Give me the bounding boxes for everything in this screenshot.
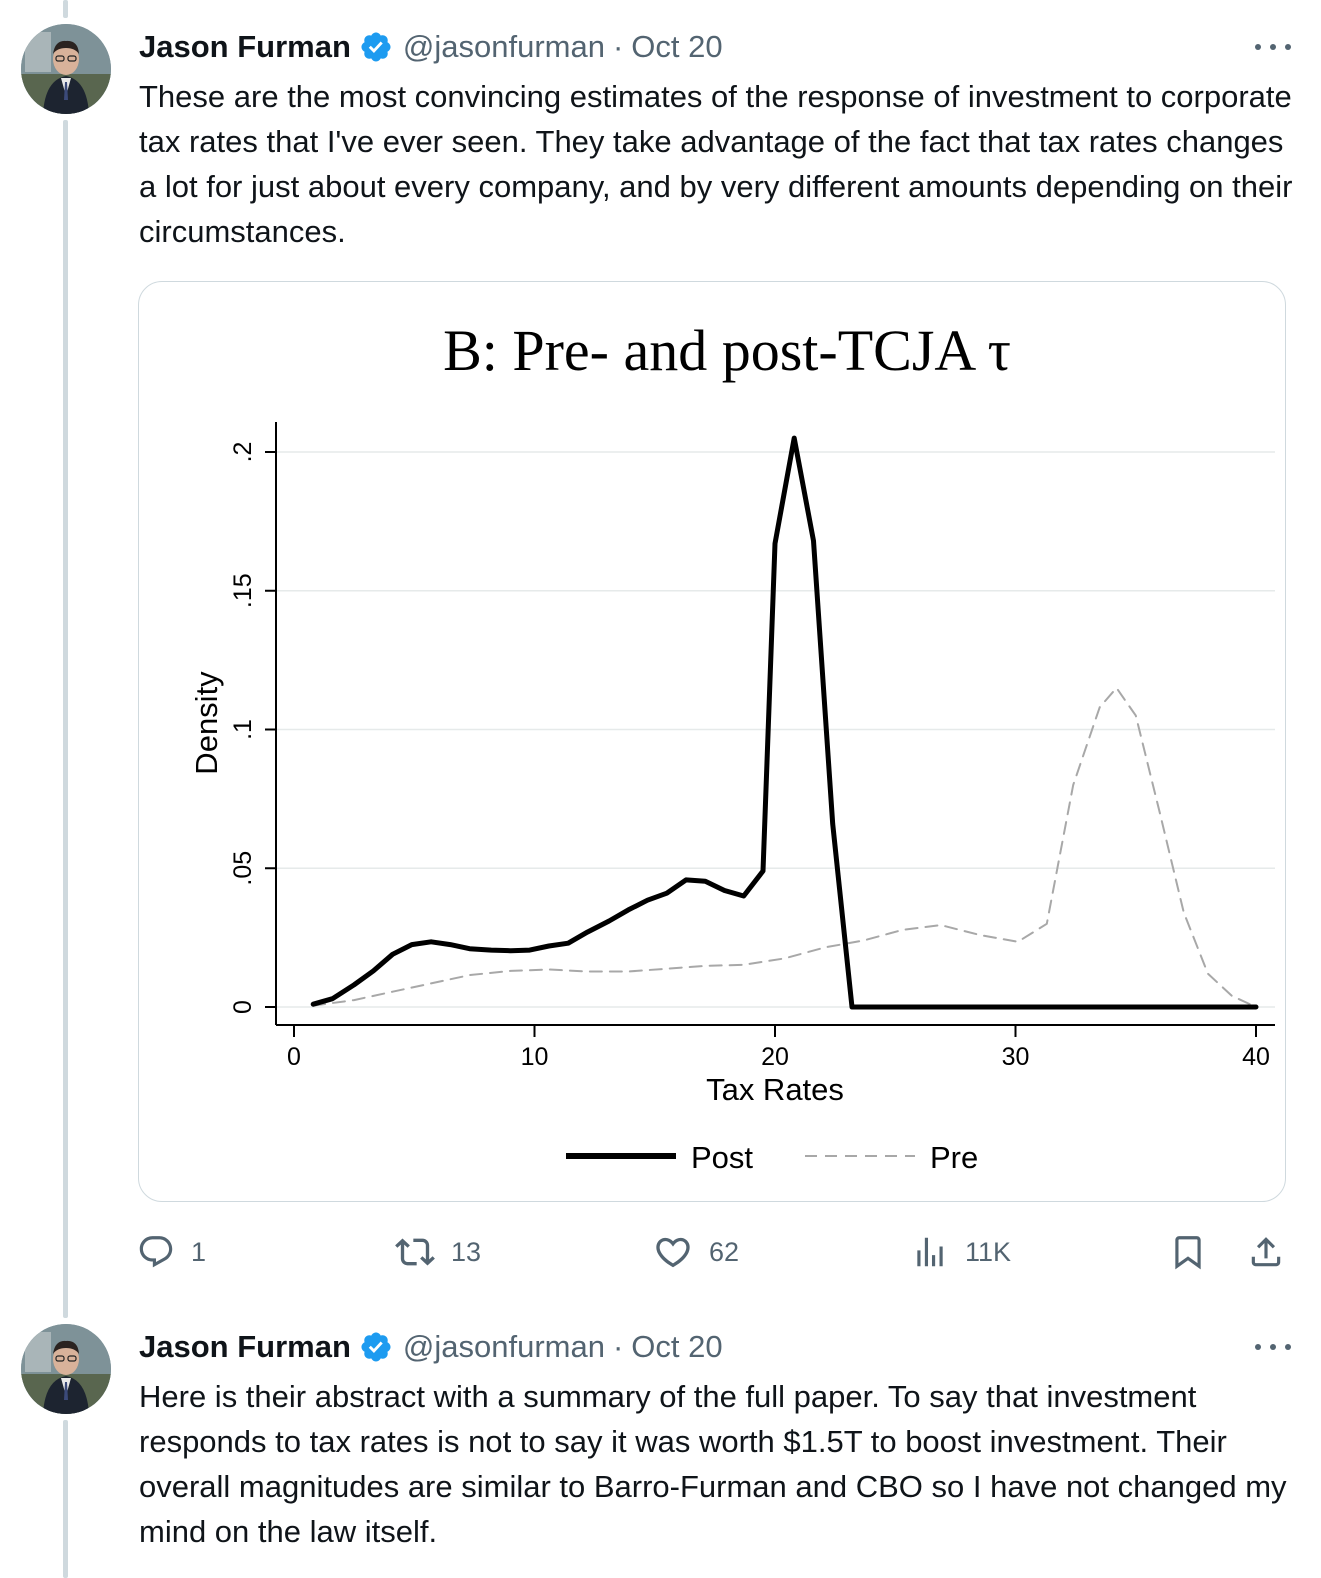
repost-button[interactable]: 13 [395, 1228, 481, 1276]
chart-axes [275, 422, 1275, 1026]
author-name[interactable]: Jason Furman [139, 29, 351, 64]
avatar-photo [21, 1324, 111, 1414]
tweet-media[interactable]: B: Pre- and post-TCJA τ 0 .05 .1 .15 .2 0 10 2… [138, 281, 1286, 1202]
tweet-header: Jason Furman @jasonfurman · Oct 20 [139, 27, 723, 67]
y-tick-label: .2 [229, 442, 257, 463]
y-tick-label: .05 [229, 851, 257, 886]
share-button[interactable] [1247, 1228, 1285, 1276]
views-button[interactable]: 11K [911, 1228, 1011, 1276]
author-name[interactable]: Jason Furman [139, 1329, 351, 1364]
heart-icon [656, 1237, 690, 1268]
reply-button[interactable]: 1 [137, 1228, 206, 1276]
like-button[interactable]: 62 [653, 1228, 739, 1276]
chart-title: B: Pre- and post-TCJA τ [443, 318, 1011, 383]
author-handle[interactable]: @jasonfurman [402, 29, 605, 64]
more-options-icon[interactable] [1255, 40, 1291, 54]
bookmark-button[interactable] [1169, 1228, 1207, 1276]
reply-icon [139, 1236, 173, 1268]
density-chart: B: Pre- and post-TCJA τ 0 .05 .1 .15 .2 0 10 2… [189, 318, 1275, 1175]
verified-badge-icon [359, 30, 393, 64]
y-tick-label: .15 [229, 573, 257, 608]
thread-line-bottom [63, 1420, 68, 1578]
separator-dot: · [612, 29, 624, 64]
chart-series [310, 435, 1259, 1010]
y-tick-label: .1 [229, 719, 257, 740]
x-tick-label: 40 [1242, 1043, 1270, 1071]
author-handle[interactable]: @jasonfurman [402, 1329, 605, 1364]
separator-dot: · [612, 1329, 624, 1364]
series-line-post [310, 435, 1259, 1010]
x-tick-label: 10 [521, 1043, 549, 1071]
avatar-photo [21, 24, 111, 114]
legend-label-post: Post [691, 1140, 753, 1175]
avatar[interactable] [21, 24, 111, 114]
y-axis-label: Density [189, 671, 224, 775]
bookmark-icon [1175, 1236, 1201, 1270]
repost-icon [395, 1238, 435, 1266]
tweet-date[interactable]: Oct 20 [631, 29, 723, 64]
share-icon [1251, 1237, 1281, 1267]
tweet-text: These are the most convincing estimates … [139, 79, 1293, 249]
chart-y-ticks: 0 .05 .1 .15 .2 [229, 442, 276, 1014]
series-line-pre [312, 686, 1257, 1008]
avatar[interactable] [21, 1324, 111, 1414]
tweet-date[interactable]: Oct 20 [631, 1329, 723, 1364]
x-tick-label: 30 [1002, 1043, 1030, 1071]
tweet-actions: 1 13 62 11K [137, 1228, 1297, 1276]
chart-legend: Post Pre [566, 1140, 978, 1175]
x-tick-label: 20 [761, 1043, 789, 1071]
tweet-text: Here is their abstract with a summary of… [139, 1379, 1287, 1549]
legend-label-pre: Pre [930, 1140, 978, 1175]
thread-line-top [63, 0, 68, 18]
thread-line-connector [63, 120, 68, 1318]
chart-x-ticks: 0 10 20 30 40 [287, 1025, 1270, 1071]
views-icon [917, 1237, 943, 1267]
x-axis-label: Tax Rates [706, 1072, 844, 1107]
views-count: 11K [965, 1236, 1012, 1267]
more-options-icon[interactable] [1255, 1340, 1291, 1354]
tweet-header: Jason Furman @jasonfurman · Oct 20 [139, 1327, 723, 1367]
reply-count: 1 [191, 1236, 207, 1267]
verified-badge-icon [359, 1330, 393, 1364]
like-count: 62 [709, 1236, 740, 1267]
repost-count: 13 [451, 1236, 482, 1267]
y-tick-label: 0 [229, 1000, 257, 1014]
x-tick-label: 0 [287, 1043, 301, 1071]
